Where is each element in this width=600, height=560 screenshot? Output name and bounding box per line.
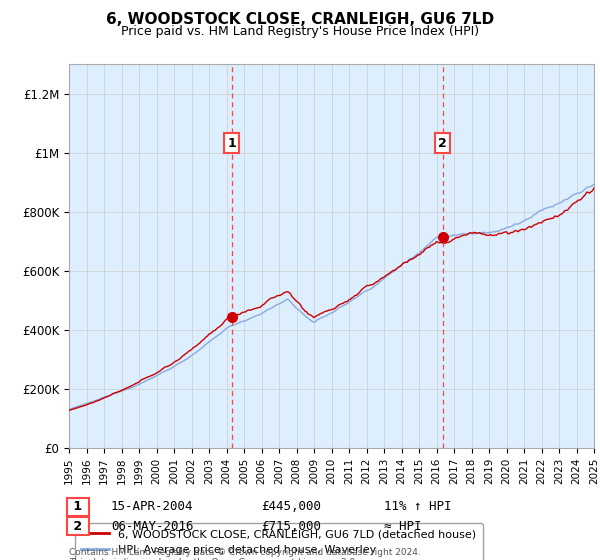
- Text: 06-MAY-2016: 06-MAY-2016: [111, 520, 193, 533]
- Text: 2: 2: [69, 520, 86, 533]
- Text: 15-APR-2004: 15-APR-2004: [111, 500, 193, 514]
- Legend: 6, WOODSTOCK CLOSE, CRANLEIGH, GU6 7LD (detached house), HPI: Average price, det: 6, WOODSTOCK CLOSE, CRANLEIGH, GU6 7LD (…: [74, 522, 482, 560]
- Text: ≈ HPI: ≈ HPI: [384, 520, 421, 533]
- Text: Price paid vs. HM Land Registry's House Price Index (HPI): Price paid vs. HM Land Registry's House …: [121, 25, 479, 38]
- Text: 2: 2: [438, 137, 447, 150]
- Text: 1: 1: [227, 137, 236, 150]
- Text: £445,000: £445,000: [261, 500, 321, 514]
- Text: £715,000: £715,000: [261, 520, 321, 533]
- Text: 1: 1: [69, 500, 86, 514]
- Text: Contains HM Land Registry data © Crown copyright and database right 2024.
This d: Contains HM Land Registry data © Crown c…: [69, 548, 421, 560]
- Text: 6, WOODSTOCK CLOSE, CRANLEIGH, GU6 7LD: 6, WOODSTOCK CLOSE, CRANLEIGH, GU6 7LD: [106, 12, 494, 27]
- Text: 11% ↑ HPI: 11% ↑ HPI: [384, 500, 452, 514]
